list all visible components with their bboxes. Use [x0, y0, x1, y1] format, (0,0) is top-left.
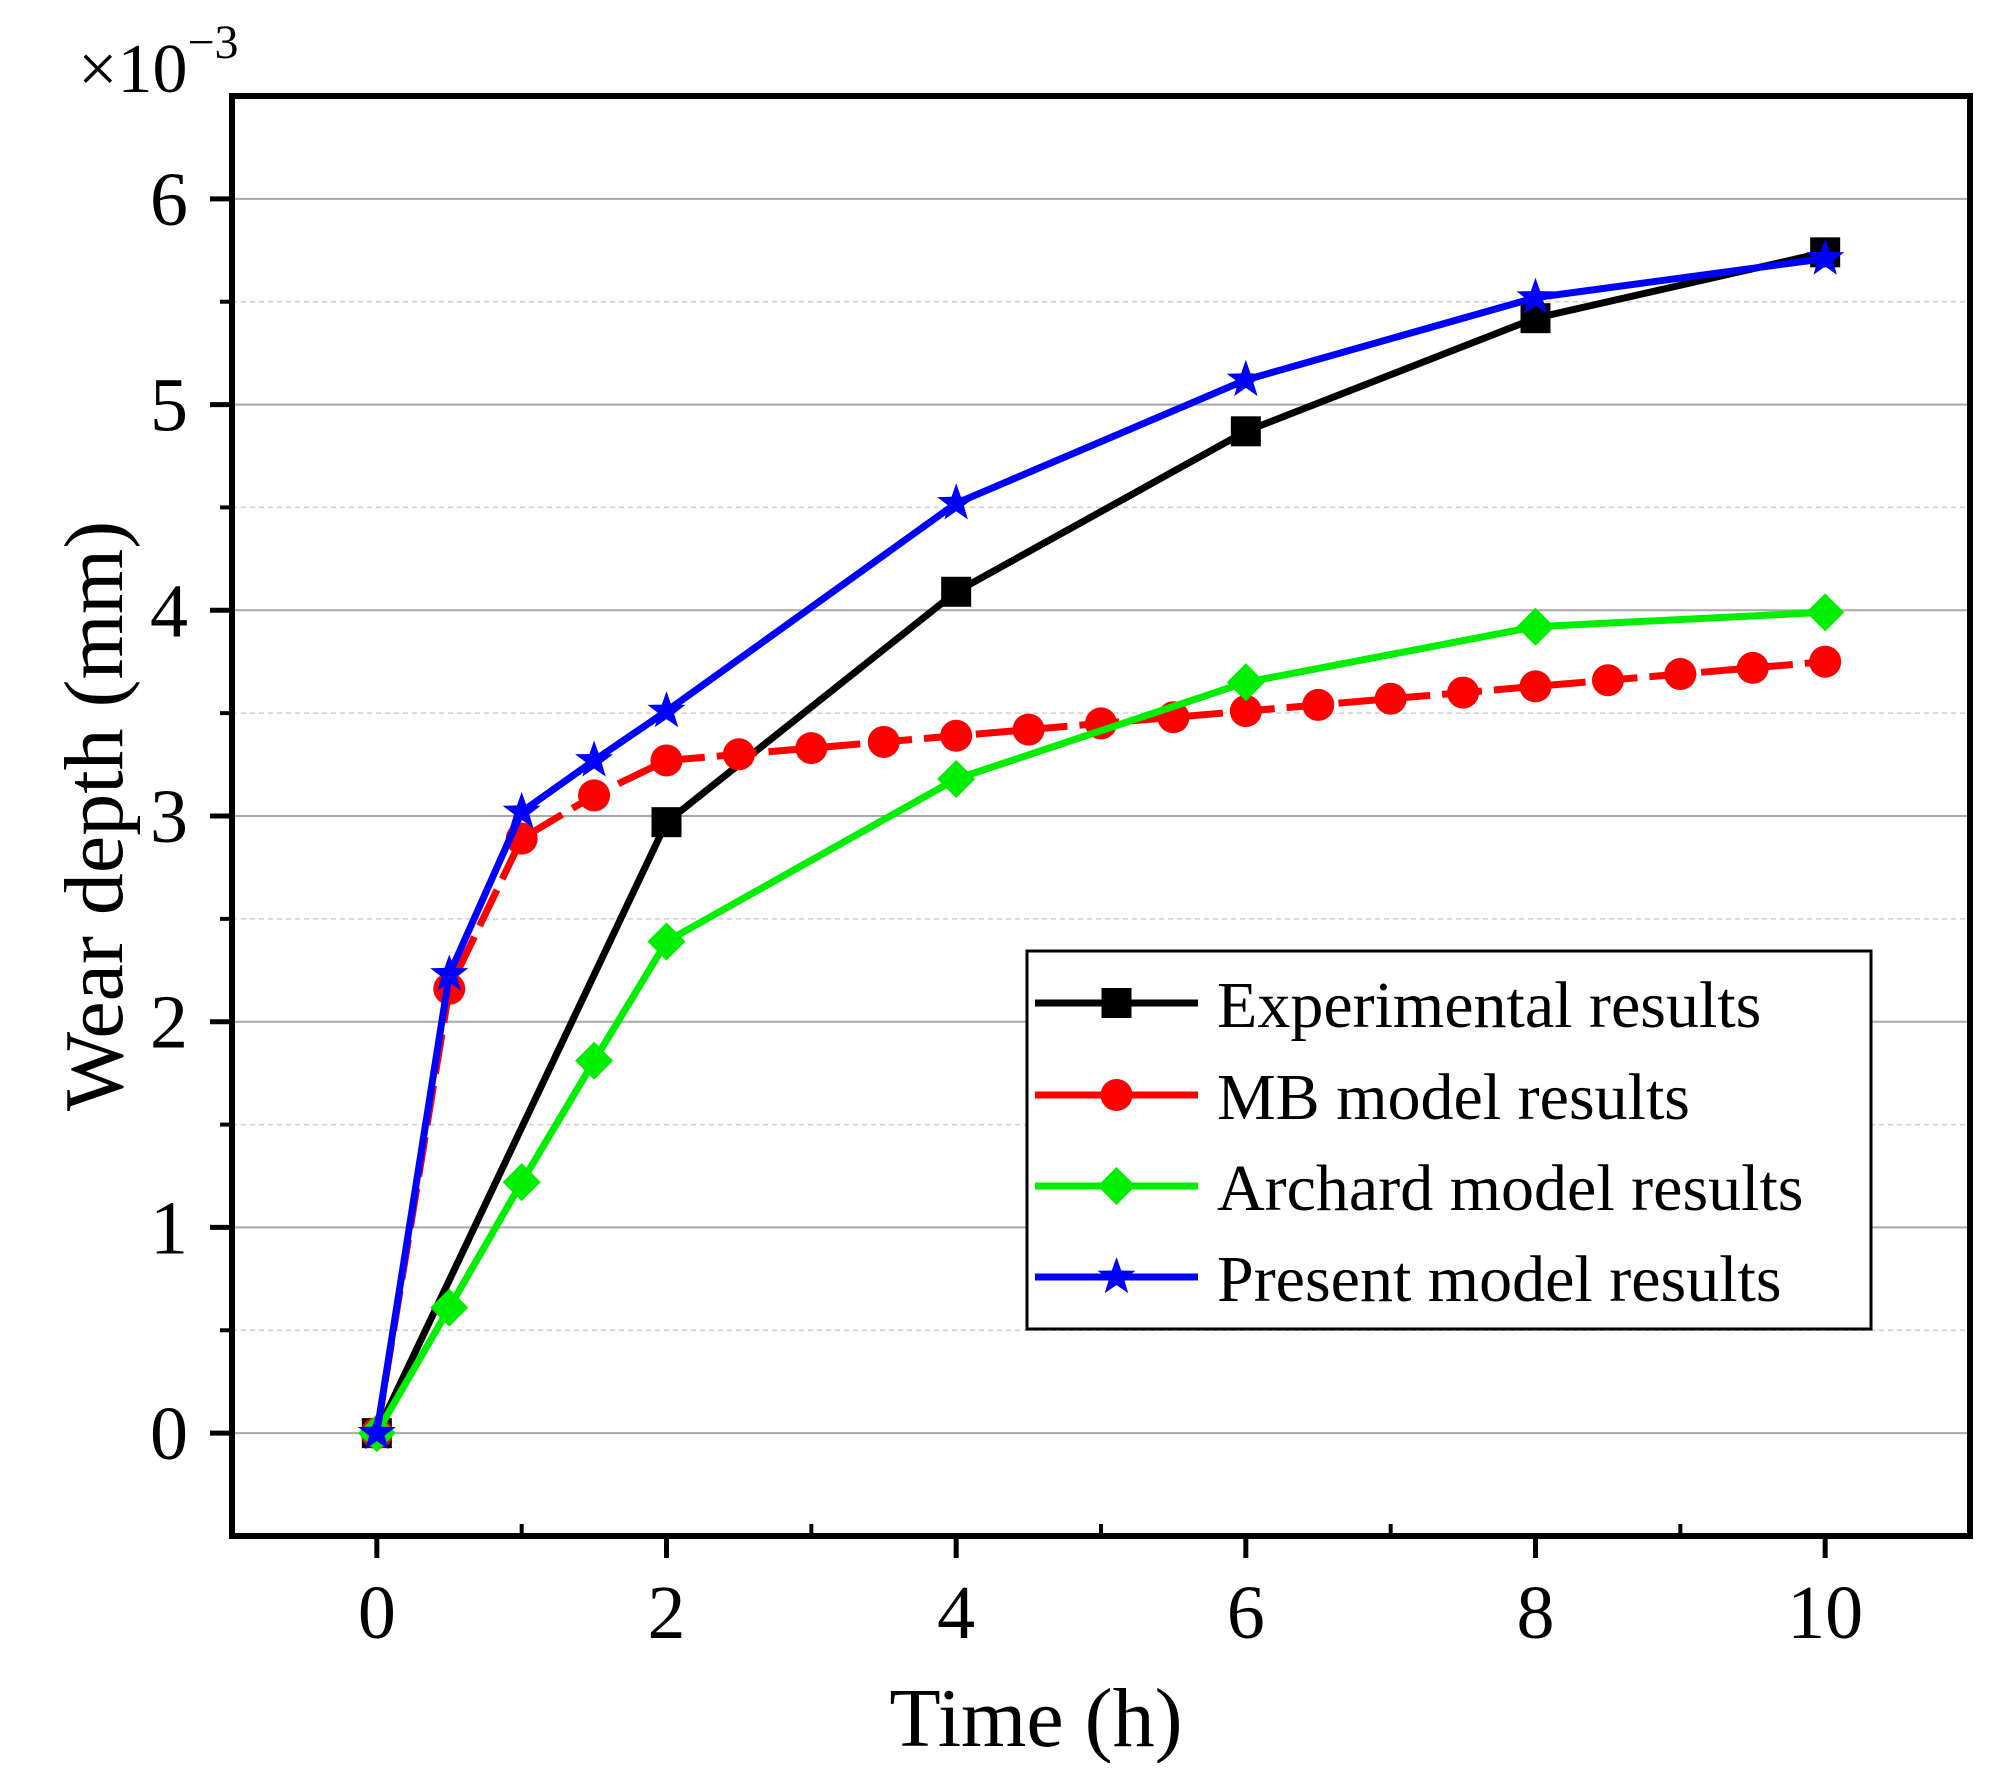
series-4	[357, 238, 1845, 1450]
legend-entry: Present model results	[1035, 1243, 1782, 1316]
data-point-marker	[430, 1288, 469, 1327]
data-point-marker	[1302, 688, 1335, 721]
data-point-marker	[647, 922, 686, 961]
series-layer	[357, 237, 1845, 1453]
legend-label: MB model results	[1217, 1061, 1690, 1134]
y-tick-label: 0	[150, 1392, 188, 1476]
y-multiplier-base: ×10	[78, 31, 187, 108]
data-point-marker	[1520, 303, 1551, 334]
x-tick-label: 6	[1227, 1571, 1265, 1655]
tick-layer: 0 1 2 3 4 5 6 0 2 4 6 8 10	[150, 158, 1863, 1655]
data-point-marker	[1806, 593, 1845, 632]
data-point-marker	[357, 1413, 396, 1450]
data-point-marker	[647, 691, 686, 728]
legend-entry: Archard model results	[1035, 1152, 1804, 1225]
y-tick-label: 4	[150, 569, 188, 653]
y-tick-label: 1	[150, 1186, 188, 1270]
data-point-marker	[575, 1041, 614, 1080]
legend-entry: Experimental results	[1035, 969, 1761, 1042]
legend-marker	[1101, 988, 1132, 1018]
legend-marker	[1097, 1257, 1136, 1294]
data-point-marker	[502, 791, 541, 829]
data-point-marker	[941, 576, 972, 607]
data-point-marker	[867, 725, 900, 758]
data-point-marker	[1664, 658, 1697, 691]
x-tick-label: 8	[1517, 1571, 1555, 1655]
data-point-marker	[650, 744, 683, 777]
legend-box	[1025, 949, 1873, 1331]
legend-marker	[1097, 1167, 1136, 1205]
data-point-marker	[578, 779, 611, 812]
grid-layer	[232, 197, 1970, 1435]
data-point-marker	[1447, 676, 1480, 709]
x-tick-label: 0	[358, 1571, 396, 1655]
data-point-marker	[1374, 682, 1407, 715]
data-point-marker	[651, 807, 682, 838]
y-tick-label: 6	[150, 158, 188, 242]
x-tick-label: 4	[937, 1571, 975, 1655]
legend: Experimental results MB model results Arch…	[1025, 949, 1873, 1331]
y-tick-label: 2	[150, 981, 188, 1065]
data-point-marker	[1591, 664, 1624, 697]
legend-label: Experimental results	[1217, 969, 1761, 1042]
y-axis-title: Wear depth (mm)	[48, 521, 141, 1111]
data-point-marker	[1229, 695, 1262, 728]
data-point-marker	[1226, 359, 1265, 397]
data-point-marker	[1230, 416, 1261, 447]
x-axis-title: Time (h)	[889, 1672, 1182, 1763]
x-tick-label: 10	[1787, 1571, 1863, 1655]
data-point-marker	[1012, 713, 1045, 746]
data-point-marker	[1806, 238, 1845, 275]
series-2	[360, 645, 1842, 1450]
data-point-marker	[722, 738, 755, 771]
legend-items: Experimental results MB model results Arch…	[1035, 969, 1804, 1316]
data-point-marker	[1736, 651, 1769, 684]
data-point-marker	[1226, 663, 1265, 702]
y-multiplier-exponent: −3	[187, 16, 238, 69]
data-point-marker	[940, 719, 973, 752]
y-tick-label: 3	[150, 775, 188, 859]
data-point-marker	[1516, 277, 1555, 314]
data-point-marker	[430, 954, 469, 991]
y-axis-multiplier: ×10−3	[78, 16, 239, 108]
legend-entry: MB model results	[1035, 1061, 1690, 1134]
data-point-marker	[502, 1163, 541, 1202]
legend-marker	[1100, 1079, 1133, 1111]
legend-label: Archard model results	[1217, 1152, 1804, 1225]
data-point-marker	[795, 732, 828, 765]
series-line	[373, 248, 1826, 1435]
x-tick-label: 2	[648, 1571, 686, 1655]
legend-label: Present model results	[1217, 1243, 1782, 1316]
data-point-marker	[937, 759, 976, 798]
data-point-marker	[1519, 670, 1552, 703]
y-tick-label: 5	[150, 364, 188, 448]
data-point-marker	[1809, 645, 1842, 678]
data-point-marker	[1516, 607, 1555, 646]
data-point-marker	[575, 740, 614, 777]
data-point-marker	[937, 483, 976, 520]
